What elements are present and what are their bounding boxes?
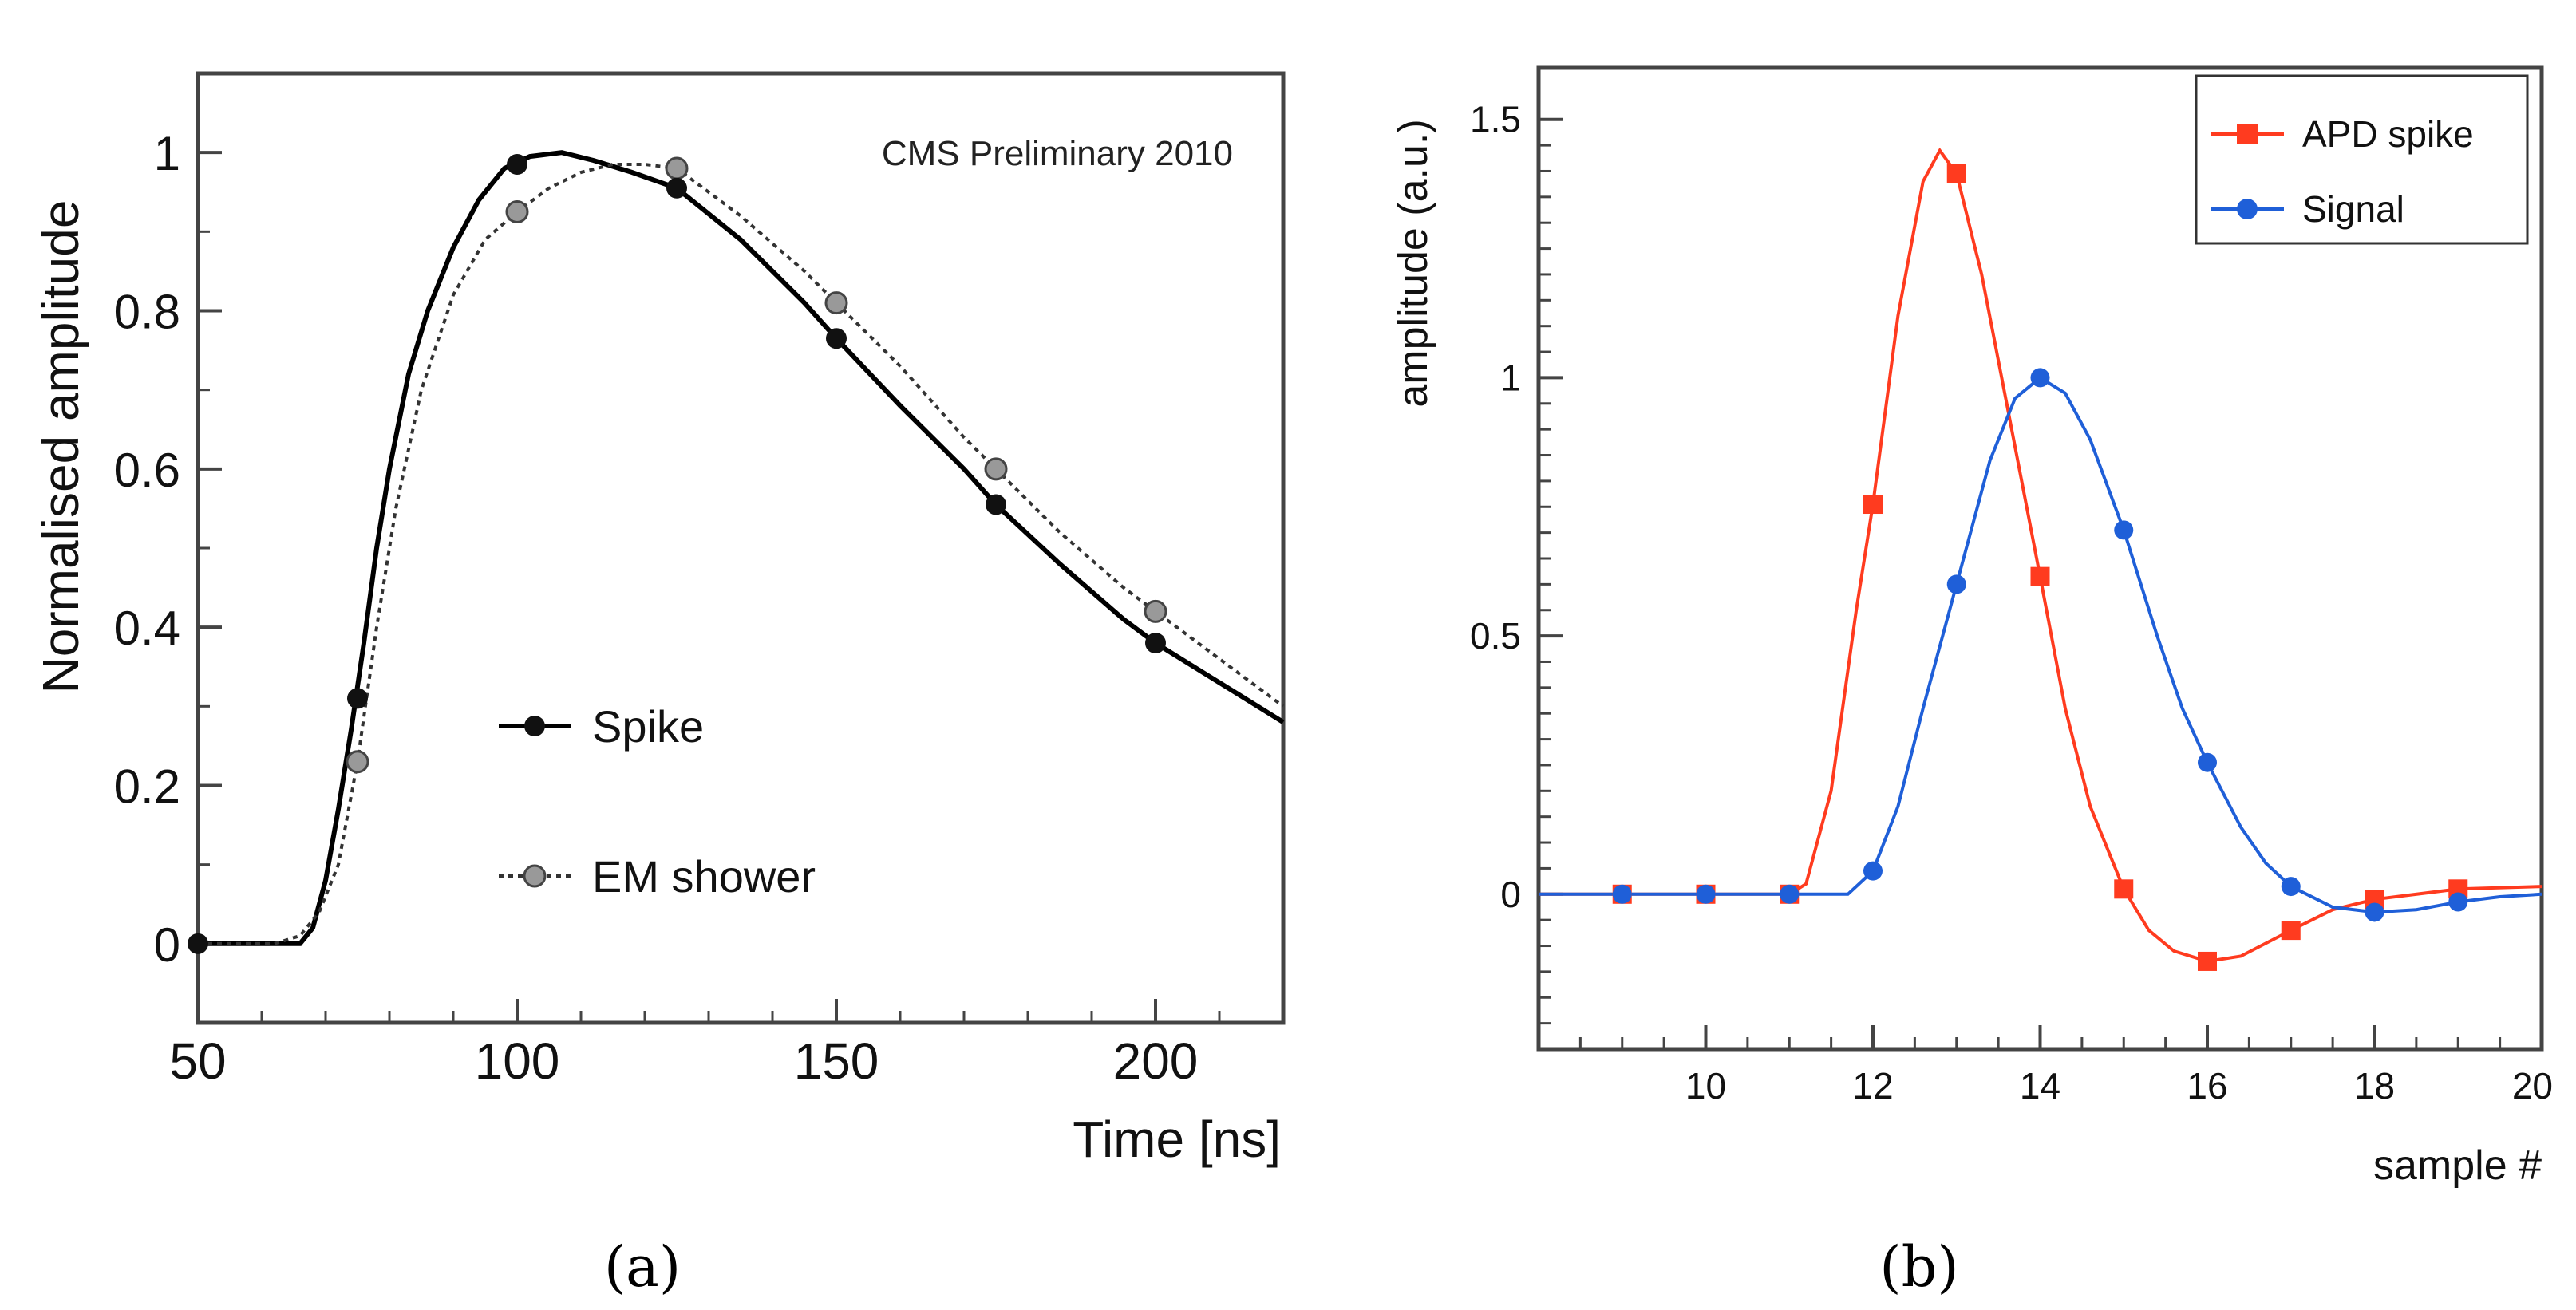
annotation-a: CMS Preliminary 2010	[882, 134, 1233, 173]
data-point-spike	[507, 154, 527, 176]
x-tick-label-b: 18	[2354, 1065, 2395, 1107]
series-line-apd-spike	[1539, 147, 2542, 963]
y-tick-label-a: 0.6	[114, 444, 180, 497]
axes-b: 10 12 14 16 18 20 0 0.5 1 1.5	[1470, 99, 2553, 1107]
caption-a: (a)	[604, 1234, 681, 1300]
caption-b: (b)	[1879, 1234, 1958, 1300]
series-line-spike	[198, 150, 1285, 946]
data-point-em-shower	[346, 750, 369, 774]
x-tick-label-b: 12	[1852, 1065, 1893, 1107]
legend-a: Spike EM shower	[499, 701, 816, 902]
data-point-signal	[1946, 574, 1966, 594]
legend-label-spike: Spike	[592, 701, 704, 752]
data-point-signal	[2198, 752, 2217, 772]
markers-a	[188, 154, 1167, 954]
legend-marker-em	[523, 864, 547, 888]
data-point-em-shower	[665, 156, 689, 180]
legend-label-apd: APD spike	[2302, 113, 2474, 155]
y-tick-label-a: 0	[154, 918, 180, 972]
x-tick-label-a: 50	[169, 1032, 226, 1090]
x-tick-label-b: 14	[2020, 1065, 2060, 1107]
data-point-apd-spike	[2114, 879, 2134, 899]
data-point-spike	[188, 933, 208, 954]
x-tick-label-b: 16	[2187, 1065, 2227, 1107]
y-tick-label-a: 0.8	[114, 286, 180, 339]
x-tick-label-a: 100	[475, 1032, 560, 1090]
data-point-signal	[1863, 861, 1883, 881]
data-point-apd-spike	[2198, 951, 2217, 971]
data-point-em-shower	[1144, 599, 1167, 623]
data-point-signal	[2281, 877, 2301, 897]
data-point-em-shower	[505, 200, 529, 224]
data-point-em-shower	[984, 457, 1008, 481]
legend-marker-signal	[2237, 199, 2258, 219]
markers-b	[1612, 164, 2468, 971]
y-axis-label-a: Normalised amplitude	[32, 200, 89, 694]
data-point-apd-spike	[1863, 495, 1883, 515]
data-point-spike	[986, 494, 1006, 515]
panel-a: 50 100 150 200 0 0.2 0.4 0.6 0.8 1 CMS Preliminar…	[32, 71, 1286, 1168]
axes-a: 50 100 150 200 0 0.2 0.4 0.6 0.8 1	[114, 72, 1285, 1090]
data-point-signal	[2030, 368, 2050, 388]
legend-label-em: EM shower	[592, 851, 816, 902]
y-tick-label-b: 0.5	[1470, 615, 1521, 657]
x-axis-label-b: sample #	[2373, 1142, 2542, 1189]
y-tick-label-b: 0	[1500, 874, 1521, 915]
curves-b	[1539, 147, 2542, 963]
x-tick-label-a: 200	[1113, 1032, 1199, 1090]
data-point-spike	[347, 688, 368, 709]
data-point-signal	[2448, 892, 2468, 912]
data-point-signal	[2365, 902, 2384, 922]
y-tick-label-b: 1.5	[1470, 99, 1521, 140]
y-tick-label-b: 1	[1500, 357, 1521, 398]
data-point-signal	[2114, 520, 2134, 540]
x-axis-label-a: Time [ns]	[1073, 1111, 1281, 1168]
legend-label-signal: Signal	[2302, 188, 2404, 230]
series-line-signal	[1539, 375, 2542, 914]
data-point-spike	[666, 177, 687, 199]
data-point-signal	[1780, 884, 1800, 904]
y-tick-label-a: 0.4	[114, 602, 180, 655]
x-tick-label-a: 150	[794, 1032, 879, 1090]
y-tick-label-a: 0.2	[114, 760, 180, 814]
data-point-em-shower	[824, 291, 848, 315]
series-line-em-shower	[198, 163, 1285, 945]
data-point-apd-spike	[1946, 164, 1966, 183]
curves-a	[198, 150, 1285, 946]
panel-b: 10 12 14 16 18 20 0 0.5 1 1.5 sample # amplitude …	[1390, 65, 2553, 1189]
legend-marker-spike	[524, 716, 545, 736]
y-tick-label-a: 1	[154, 127, 180, 180]
data-point-spike	[826, 328, 847, 349]
data-point-signal	[1696, 884, 1716, 904]
data-point-spike	[1145, 633, 1166, 653]
x-tick-label-b: 10	[1685, 1065, 1726, 1107]
legend-marker-apd	[2237, 124, 2258, 144]
data-point-apd-spike	[2281, 921, 2301, 941]
legend-b: APD spike Signal	[2195, 74, 2529, 245]
y-axis-label-b: amplitude (a.u.)	[1390, 119, 1436, 407]
data-point-signal	[1612, 884, 1632, 904]
x-tick-label-b: 20	[2512, 1065, 2553, 1107]
data-point-apd-spike	[2030, 566, 2050, 586]
